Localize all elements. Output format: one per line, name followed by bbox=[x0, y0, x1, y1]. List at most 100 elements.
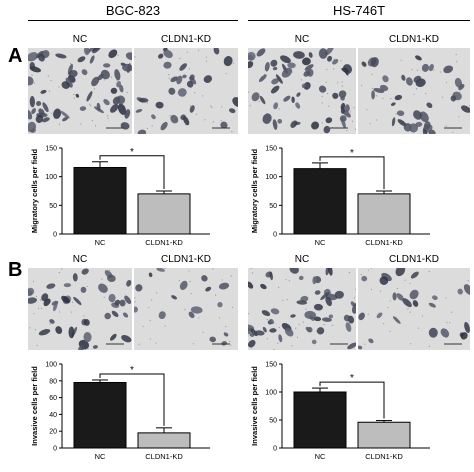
stained-cell bbox=[303, 82, 311, 90]
y-tick-label: 150 bbox=[265, 146, 277, 153]
stained-cell bbox=[232, 97, 238, 108]
panel-letter-a: A bbox=[8, 45, 23, 67]
stained-cell bbox=[73, 296, 82, 305]
stained-cell bbox=[217, 302, 223, 308]
stained-cell bbox=[135, 284, 143, 292]
y-tick-label: 0 bbox=[273, 232, 277, 239]
stained-cell bbox=[323, 125, 331, 134]
stained-cell bbox=[396, 293, 404, 301]
stained-cell bbox=[303, 70, 311, 77]
stained-cell bbox=[347, 342, 356, 350]
stained-cell bbox=[122, 312, 129, 318]
stained-cell bbox=[108, 293, 116, 303]
stained-cell bbox=[361, 275, 368, 282]
stained-cell bbox=[271, 78, 279, 85]
stained-cell bbox=[103, 63, 111, 68]
cell-line-underline-right bbox=[248, 20, 470, 21]
label-a-right-kd: CLDN1-KD bbox=[388, 34, 439, 45]
stained-cell bbox=[67, 63, 73, 75]
stained-cell bbox=[188, 311, 195, 319]
stained-cell bbox=[248, 339, 256, 348]
label-b-right-kd: CLDN1-KD bbox=[388, 254, 439, 265]
stained-cell bbox=[190, 306, 203, 314]
stained-cell bbox=[264, 61, 270, 72]
stained-cell bbox=[272, 119, 278, 130]
stained-cell bbox=[186, 80, 194, 88]
stained-cell bbox=[135, 109, 143, 113]
stained-cell bbox=[124, 109, 131, 119]
stained-cell bbox=[126, 279, 132, 287]
stained-cell bbox=[395, 268, 406, 277]
stained-cell bbox=[109, 333, 117, 341]
bar-kd bbox=[357, 193, 411, 235]
stained-cell bbox=[110, 87, 118, 94]
stained-cell bbox=[304, 310, 317, 320]
stained-cell bbox=[158, 53, 164, 59]
stained-cell bbox=[201, 275, 208, 282]
stained-cell bbox=[281, 67, 293, 78]
stained-cell bbox=[55, 326, 63, 334]
stained-cell bbox=[171, 295, 178, 300]
stained-cell bbox=[55, 53, 67, 59]
stained-cell bbox=[396, 110, 405, 117]
stained-cell bbox=[43, 298, 51, 307]
stained-cell bbox=[408, 123, 418, 133]
stained-cell bbox=[218, 282, 230, 290]
label-b-left-nc: NC bbox=[72, 254, 88, 265]
y-tick-label: 80 bbox=[49, 378, 57, 385]
stained-cell bbox=[318, 85, 327, 93]
stained-cell bbox=[332, 58, 339, 65]
label-a-left-nc: NC bbox=[72, 34, 88, 45]
stained-cell bbox=[283, 95, 291, 102]
stained-cell bbox=[345, 322, 352, 332]
stained-cell bbox=[275, 74, 283, 84]
x-tick-label: NC bbox=[95, 452, 106, 461]
y-tick-label: 20 bbox=[49, 429, 57, 436]
stained-cell bbox=[428, 327, 438, 338]
stained-cell bbox=[42, 117, 50, 123]
stained-cell bbox=[419, 111, 429, 123]
stained-cell bbox=[258, 74, 267, 82]
stained-cell bbox=[392, 292, 397, 301]
bar-nc bbox=[293, 391, 347, 449]
stained-cell bbox=[83, 332, 92, 343]
stained-cell bbox=[270, 59, 278, 67]
stained-cell bbox=[111, 310, 119, 318]
stained-cell bbox=[189, 105, 195, 113]
stained-cell bbox=[53, 108, 62, 119]
stained-cell bbox=[248, 51, 256, 61]
stained-cell bbox=[342, 64, 353, 74]
stained-cell bbox=[137, 129, 147, 134]
stained-cell bbox=[61, 81, 70, 89]
stained-cell bbox=[220, 121, 228, 129]
panel-letter-b: B bbox=[8, 259, 23, 281]
stained-cell bbox=[110, 103, 119, 113]
stained-cell bbox=[454, 77, 463, 88]
micrograph-b-bgc823-nc bbox=[28, 268, 132, 350]
stained-cell bbox=[415, 55, 422, 61]
stained-cell bbox=[290, 314, 296, 318]
stained-cell bbox=[28, 121, 37, 133]
chart-invasive-hs746t: Invasive cells per field 0 50 100 150 NC CLDN1… bbox=[250, 362, 430, 461]
stained-cell bbox=[295, 102, 301, 109]
stained-cell bbox=[254, 330, 265, 336]
stained-cell bbox=[104, 312, 111, 320]
y-tick-label: 40 bbox=[49, 412, 57, 419]
stained-cell bbox=[296, 92, 301, 97]
stained-cell bbox=[460, 332, 468, 340]
bar-kd bbox=[137, 432, 191, 449]
stained-cell bbox=[269, 271, 273, 281]
stained-cell bbox=[358, 312, 365, 321]
micrograph-b-hs746t-kd bbox=[358, 268, 470, 350]
stained-cell bbox=[277, 118, 283, 124]
stained-cell bbox=[464, 321, 470, 333]
stained-cell bbox=[92, 48, 102, 54]
stained-cell bbox=[163, 49, 173, 59]
stained-cell bbox=[320, 291, 330, 301]
stained-cell bbox=[280, 55, 291, 64]
stained-cell bbox=[38, 108, 45, 116]
stained-cell bbox=[62, 116, 69, 122]
stained-cell bbox=[65, 77, 73, 88]
stained-cell bbox=[270, 308, 280, 315]
stained-cell bbox=[209, 336, 216, 343]
